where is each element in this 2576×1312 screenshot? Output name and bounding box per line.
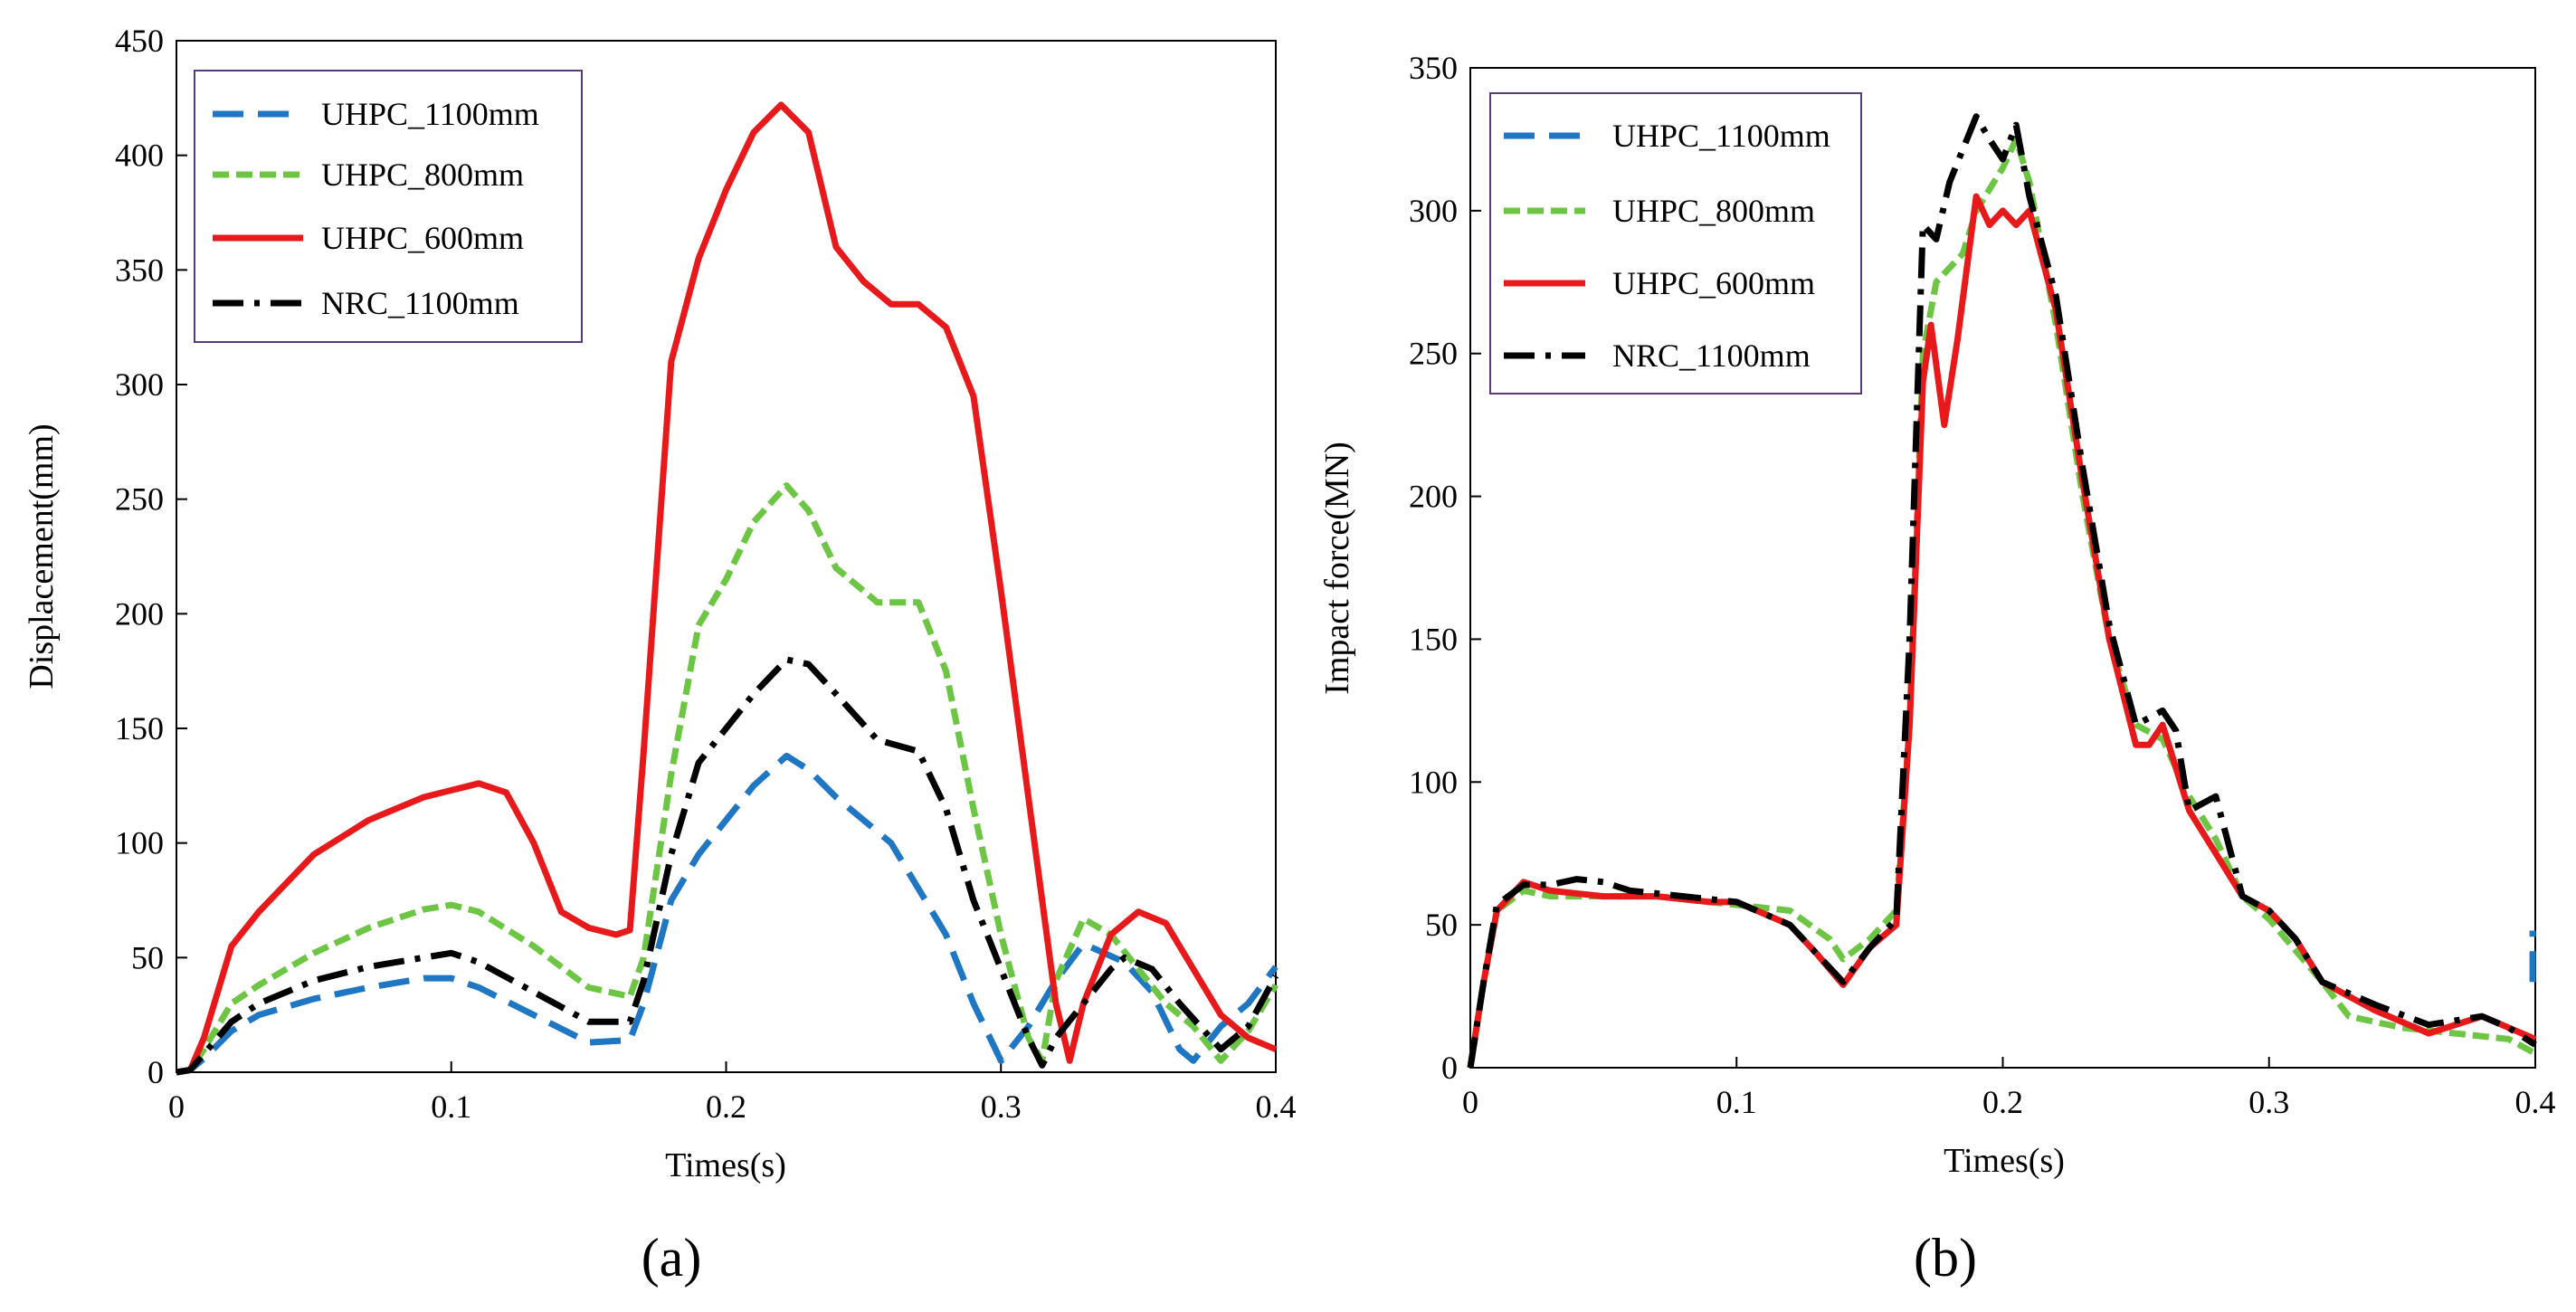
chart-a-panel-label: (a)	[642, 1228, 702, 1288]
chart-a-x-ticks: 0 0.1 0.2 0.3 0.4	[168, 1061, 1297, 1125]
chart-a-x-tick-label: 0.4	[1256, 1089, 1297, 1125]
chart-b-x-axis-label: Times(s)	[1944, 1142, 2065, 1180]
chart-b-x-tick-label: 0.4	[2515, 1084, 2556, 1120]
chart-b-x-tick-label: 0.2	[1982, 1084, 2023, 1120]
chart-a-legend-label-uhpc600: UHPC_600mm	[321, 220, 524, 256]
chart-a-y-tick-label: 250	[115, 481, 164, 518]
chart-a-y-tick-label: 450	[115, 23, 164, 59]
chart-a-y-tick-label: 350	[115, 252, 164, 288]
chart-b-y-tick-label: 50	[1425, 907, 1458, 943]
chart-a-legend-label-uhpc1100: UHPC_1100mm	[321, 96, 539, 132]
chart-b-impact-force: 0 50 100 150 200 250 300 350 0 0.1 0.2 0.3 0.4 Time…	[1318, 50, 2556, 1288]
chart-b-legend-label-uhpc800: UHPC_800mm	[1612, 193, 1815, 229]
chart-b-legend-box	[1489, 92, 1862, 395]
chart-a-series-uhpc-1100mm	[176, 752, 1278, 1076]
chart-a-series	[176, 101, 1279, 1076]
chart-a-series-uhpc-600mm	[176, 101, 1278, 1076]
chart-b-y-tick-label: 300	[1409, 193, 1458, 229]
chart-a-displacement: 0 50 100 150 200 250 300 350 400 450 0 0.1 0.2 0.3 0.…	[23, 23, 1297, 1288]
chart-b-legend-label-uhpc600: UHPC_600mm	[1612, 265, 1815, 301]
chart-b-y-tick-label: 350	[1409, 50, 1458, 86]
chart-b-y-tick-label: 150	[1409, 621, 1458, 657]
chart-a-series-uhpc-800mm	[176, 482, 1279, 1076]
chart-a-x-tick-label: 0.1	[431, 1089, 471, 1125]
chart-b-x-ticks: 0 0.1 0.2 0.3 0.4	[1462, 1057, 2556, 1120]
chart-b-x-tick-label: 0	[1462, 1084, 1478, 1120]
chart-a-legend: UHPC_1100mm UHPC_800mm UHPC_600mm NRC_11…	[194, 70, 583, 343]
chart-b-x-tick-label: 0.1	[1716, 1084, 1757, 1120]
chart-a-x-tick-label: 0	[168, 1089, 185, 1125]
chart-b-legend-label-uhpc1100: UHPC_1100mm	[1612, 118, 1830, 154]
chart-b-y-tick-label: 250	[1409, 336, 1458, 372]
chart-a-y-tick-label: 300	[115, 366, 164, 403]
chart-a-y-axis-label: Displacement(mm)	[23, 423, 61, 689]
chart-a-y-tick-label: 200	[115, 595, 164, 632]
chart-b-y-tick-label: 0	[1441, 1050, 1458, 1086]
chart-a-x-tick-label: 0.2	[706, 1089, 746, 1125]
chart-a-y-tick-label: 150	[115, 710, 164, 746]
chart-a-y-tick-label: 0	[147, 1054, 164, 1090]
chart-a-x-tick-label: 0.3	[981, 1089, 1022, 1125]
chart-a-y-tick-label: 400	[115, 138, 164, 174]
chart-b-series	[1467, 113, 2537, 1069]
chart-a-legend-label-nrc1100: NRC_1100mm	[321, 285, 519, 321]
chart-b-x-tick-label: 0.3	[2248, 1084, 2289, 1120]
chart-b-y-ticks: 0 50 100 150 200 250 300 350	[1409, 50, 1481, 1086]
chart-a-series-nrc-1100mm	[176, 656, 1279, 1076]
chart-b-series-nrc-1100mm	[1467, 113, 2537, 1069]
chart-a-y-tick-label: 50	[131, 939, 164, 975]
chart-b-legend: UHPC_1100mm UHPC_800mm UHPC_600mm NRC_11…	[1489, 92, 1862, 395]
chart-b-legend-label-nrc1100: NRC_1100mm	[1612, 338, 1811, 374]
chart-a-x-axis-label: Times(s)	[665, 1146, 786, 1184]
chart-a-y-tick-label: 100	[115, 825, 164, 861]
chart-b-y-tick-label: 200	[1409, 479, 1458, 515]
chart-b-panel-label: (b)	[1914, 1228, 1977, 1288]
chart-a-legend-label-uhpc800: UHPC_800mm	[321, 157, 524, 193]
chart-b-y-axis-label: Impact force(MN)	[1318, 442, 1356, 695]
chart-b-y-tick-label: 100	[1409, 764, 1458, 800]
chart-a-y-ticks: 0 50 100 150 200 250 300 350 400 450	[115, 23, 187, 1090]
